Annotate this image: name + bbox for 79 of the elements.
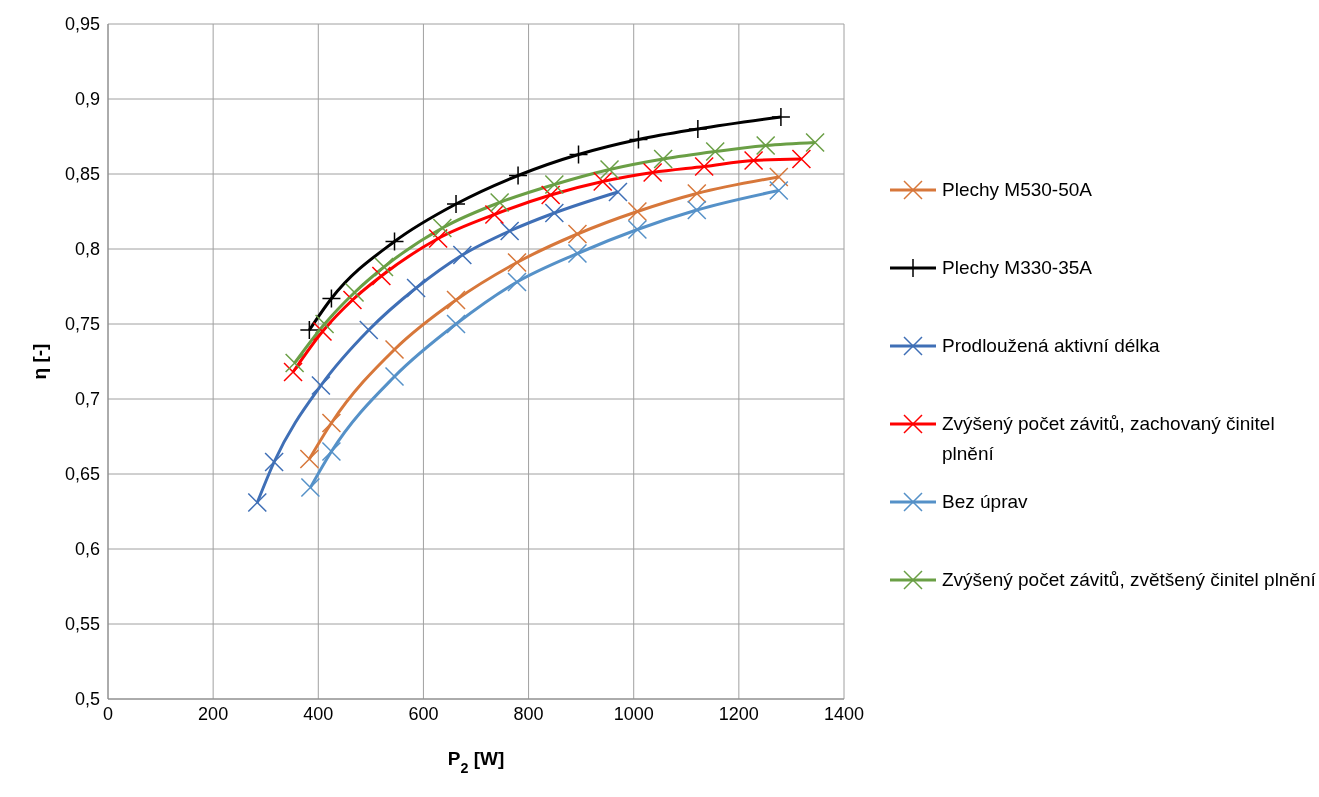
point	[321, 441, 342, 462]
legend-label: Zvýšený počet závitů, zvětšený činitel plnění	[942, 568, 1316, 592]
point	[544, 174, 565, 195]
x-tick-label: 200	[198, 703, 229, 724]
x-tick-label: 0	[102, 703, 114, 724]
legend-label: Plechy M330-35A	[942, 256, 1092, 280]
point	[653, 149, 673, 169]
x-tick-label: 800	[513, 703, 544, 724]
legend-label: Prodloužená aktivní délka	[942, 334, 1160, 358]
point	[769, 180, 789, 201]
point	[446, 290, 466, 310]
legend-label: Plechy M530-50A	[942, 178, 1092, 202]
point	[374, 257, 394, 277]
x-tick-label: 1400	[823, 703, 865, 724]
point	[608, 182, 628, 202]
y-tick-label: 0,7	[74, 389, 100, 410]
y-axis-title: η [-]	[29, 343, 50, 380]
y-tick-label: 0,5	[74, 689, 100, 710]
y-tick-label: 0,95	[64, 14, 100, 35]
point	[627, 219, 648, 240]
point	[283, 362, 303, 382]
point	[771, 107, 791, 127]
point	[507, 272, 527, 292]
point	[755, 135, 776, 156]
point	[599, 159, 620, 180]
point	[567, 224, 588, 244]
point	[687, 200, 707, 220]
point	[452, 245, 473, 265]
point	[264, 452, 284, 472]
point	[540, 185, 561, 205]
point	[628, 129, 649, 150]
point	[592, 171, 613, 192]
point	[805, 132, 825, 153]
x-tick-label: 400	[303, 703, 334, 724]
point	[321, 413, 342, 433]
point	[247, 492, 268, 513]
y-tick-label: 0,6	[74, 539, 100, 560]
point	[687, 183, 707, 204]
x-tick-label: 1000	[613, 703, 654, 724]
point	[406, 278, 426, 298]
x-tick-label: 1200	[718, 703, 759, 724]
point	[769, 167, 789, 187]
point	[568, 144, 589, 165]
y-tick-label: 0,9	[74, 89, 100, 110]
point	[314, 314, 335, 334]
y-tick-label: 0,65	[64, 464, 100, 485]
legend-label: Bez úprav	[942, 490, 1028, 514]
point	[384, 231, 405, 252]
point	[446, 194, 466, 214]
point	[642, 162, 663, 183]
y-tick-label: 0,8	[74, 239, 100, 260]
y-tick-label: 0,75	[64, 314, 100, 335]
point	[791, 149, 812, 169]
point	[507, 252, 527, 273]
y-tick-label: 0,55	[64, 614, 100, 635]
point	[484, 204, 505, 225]
point	[321, 288, 342, 309]
point	[743, 150, 764, 171]
point	[342, 290, 363, 310]
point	[627, 201, 648, 222]
point	[432, 218, 453, 238]
point	[489, 192, 510, 213]
point	[499, 221, 520, 241]
point	[311, 375, 331, 396]
x-axis-title: P$_{2}$ [W]	[447, 748, 505, 776]
point	[299, 449, 320, 469]
point	[300, 477, 321, 498]
point	[371, 266, 392, 286]
point	[694, 156, 714, 177]
point	[284, 353, 305, 373]
point	[567, 243, 588, 264]
point	[508, 165, 528, 186]
y-tick-label: 0,85	[64, 164, 100, 185]
point	[705, 141, 725, 162]
legend-label: Zvýšený počet závitů, zachovaný činitel plnění	[942, 412, 1276, 466]
point	[299, 320, 320, 340]
point	[428, 228, 448, 249]
x-tick-label: 600	[408, 703, 439, 724]
point	[544, 203, 565, 223]
